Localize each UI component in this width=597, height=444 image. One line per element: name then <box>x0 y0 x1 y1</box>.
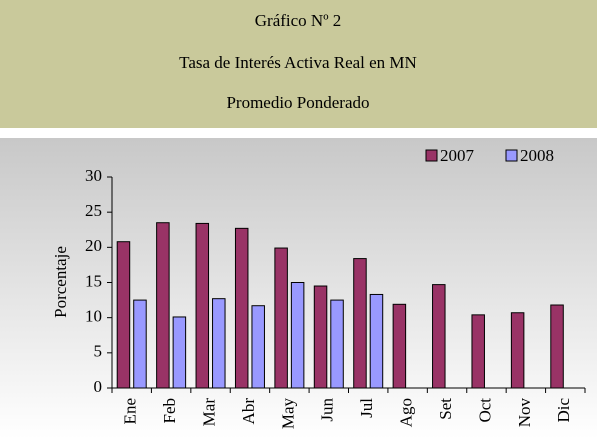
legend-label: 2008 <box>520 146 554 165</box>
legend-label: 2007 <box>440 146 475 165</box>
bar <box>234 227 249 389</box>
x-tick-label: Jul <box>357 398 376 418</box>
title-line: Promedio Ponderado <box>226 93 369 112</box>
legend-swatch <box>425 149 438 162</box>
header-box <box>0 0 597 128</box>
bar <box>133 299 147 389</box>
bar <box>274 247 288 389</box>
x-tick-label: Nov <box>515 398 534 428</box>
y-tick-label: 15 <box>85 271 102 290</box>
bar <box>290 282 305 389</box>
y-tick-label: 0 <box>94 377 103 396</box>
title-line: Tasa de Interés Activa Real en MN <box>179 53 417 72</box>
x-tick-label: Abr <box>239 398 258 425</box>
x-tick-label: Jun <box>318 398 337 422</box>
bar <box>353 258 367 389</box>
y-tick-label: 25 <box>85 201 102 220</box>
y-tick-label: 10 <box>85 307 102 326</box>
x-tick-label: Dic <box>554 398 573 423</box>
bar <box>330 299 344 389</box>
bar <box>212 298 226 389</box>
x-tick-label: Mar <box>199 398 218 427</box>
bar <box>392 303 407 389</box>
bar <box>172 316 187 389</box>
x-tick-label: May <box>278 398 297 430</box>
bar <box>116 241 131 389</box>
bar <box>471 314 485 389</box>
y-axis-label: Porcentaje <box>51 246 70 318</box>
x-tick-label: Feb <box>160 398 179 424</box>
bar <box>195 222 210 389</box>
bar <box>313 285 328 389</box>
y-tick-label: 5 <box>94 342 103 361</box>
title-line: Gráfico Nº 2 <box>255 11 341 30</box>
y-tick-label: 20 <box>85 236 102 255</box>
x-tick-label: Set <box>436 398 455 420</box>
bar <box>550 304 564 389</box>
bar <box>510 312 525 389</box>
bar <box>369 293 384 389</box>
y-tick-label: 30 <box>85 166 102 185</box>
legend-swatch <box>505 149 518 162</box>
bar <box>251 305 265 389</box>
x-tick-label: Oct <box>475 398 494 423</box>
bar <box>432 284 446 389</box>
x-tick-label: Ago <box>397 398 416 427</box>
x-tick-label: Ene <box>121 398 140 424</box>
bar <box>156 222 170 389</box>
